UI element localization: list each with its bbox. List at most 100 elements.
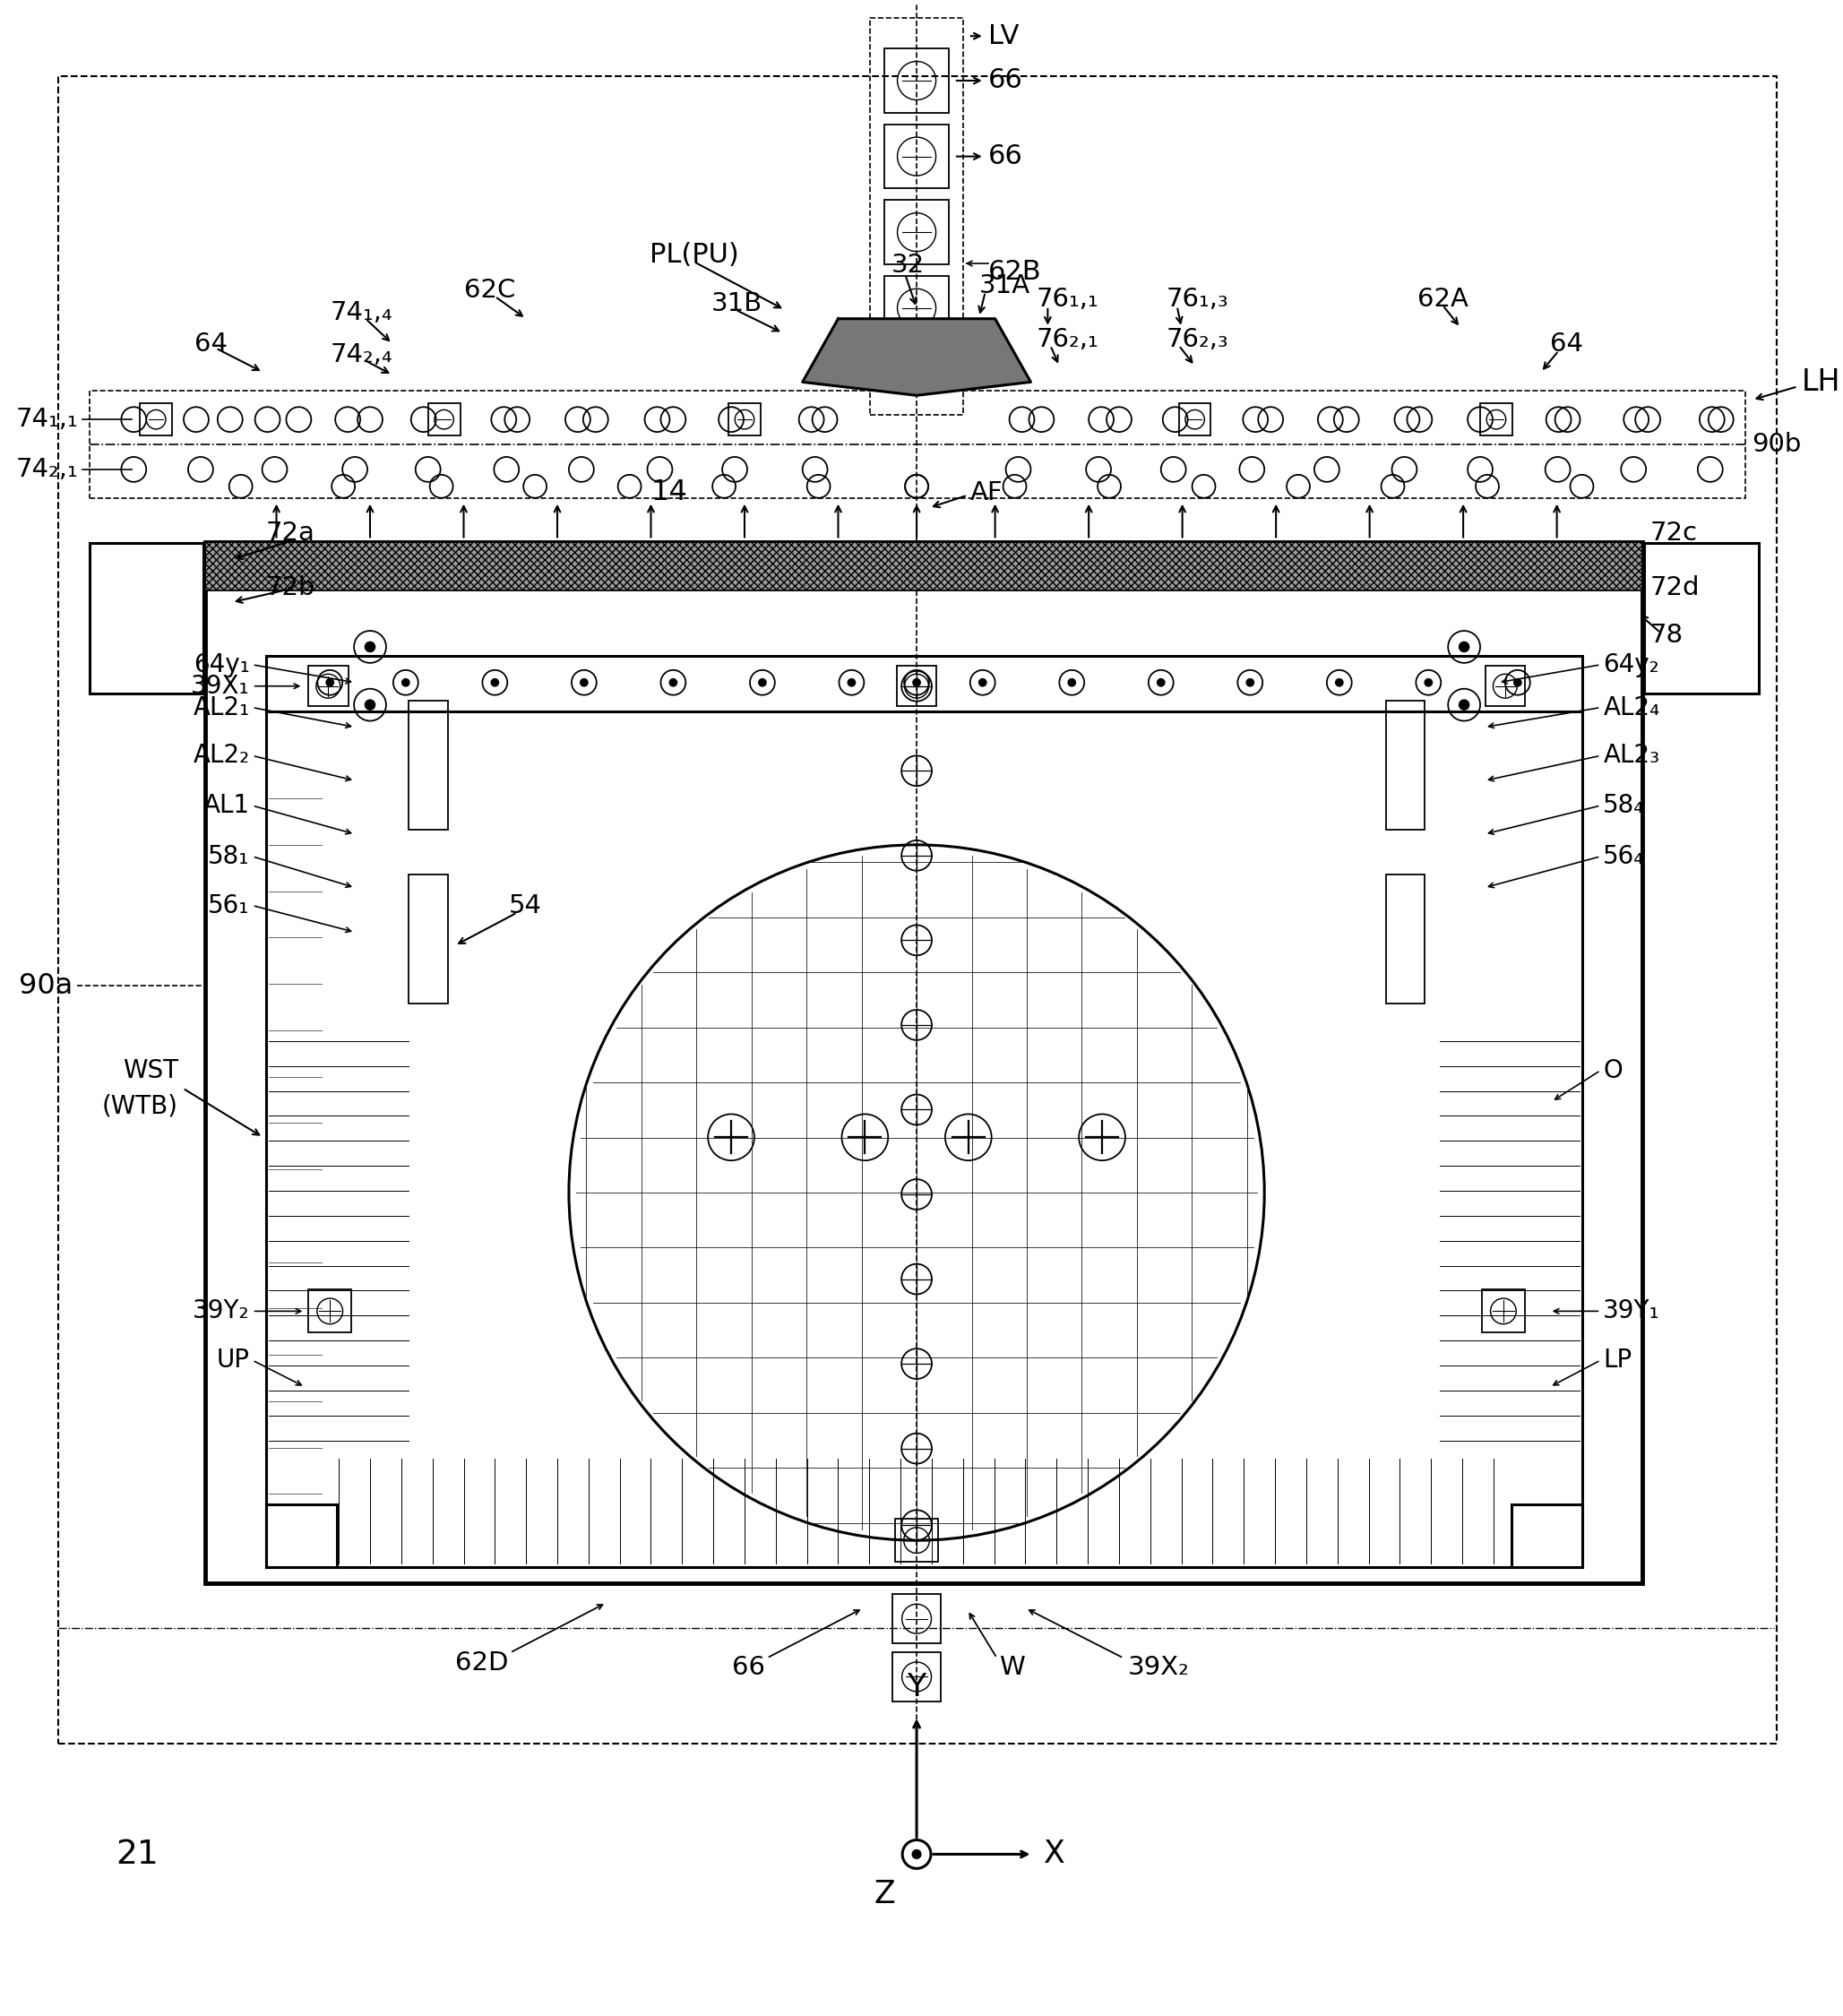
Circle shape	[669, 677, 678, 687]
Circle shape	[757, 677, 767, 687]
Text: 66: 66	[988, 143, 1023, 169]
Text: 62C: 62C	[464, 278, 514, 302]
Text: AL1: AL1	[203, 792, 249, 818]
Bar	[265, 1504, 337, 1566]
Text: X: X	[1045, 1839, 1065, 1869]
Text: LV: LV	[988, 22, 1019, 48]
Text: 58₄: 58₄	[1603, 792, 1646, 818]
Text: AF: AF	[969, 480, 1003, 506]
Circle shape	[1425, 677, 1432, 687]
Text: 76₁,₁: 76₁,₁	[1036, 286, 1098, 312]
Text: AL2₃: AL2₃	[1603, 744, 1661, 768]
Text: 39X₁: 39X₁	[192, 673, 249, 700]
Text: 39X₂: 39X₂	[1128, 1655, 1191, 1681]
Text: 62A: 62A	[1417, 286, 1469, 312]
Text: 72b: 72b	[265, 575, 315, 601]
Bar	[409, 700, 448, 831]
Circle shape	[490, 677, 499, 687]
Text: 66: 66	[732, 1655, 765, 1681]
Bar	[1386, 700, 1425, 831]
Circle shape	[1067, 677, 1076, 687]
Text: 64y₁: 64y₁	[194, 651, 249, 677]
Circle shape	[1334, 677, 1344, 687]
Circle shape	[326, 677, 334, 687]
Bar	[896, 665, 936, 706]
Text: 64y₂: 64y₂	[1603, 651, 1659, 677]
Text: 31B: 31B	[711, 290, 763, 317]
Text: 76₂,₁: 76₂,₁	[1036, 327, 1098, 351]
Text: 74₁,₁: 74₁,₁	[17, 407, 79, 431]
Circle shape	[912, 677, 922, 687]
Text: 54: 54	[509, 893, 542, 917]
Text: PL(PU): PL(PU)	[649, 242, 739, 268]
Bar	[409, 875, 448, 1004]
Bar	[1180, 403, 1211, 435]
Bar	[205, 542, 1642, 591]
Text: 56₁: 56₁	[208, 893, 249, 917]
Text: Y: Y	[907, 1671, 927, 1704]
Text: LH: LH	[1801, 367, 1839, 397]
Text: 56₄: 56₄	[1603, 845, 1646, 869]
Bar	[1480, 403, 1513, 435]
Text: UP: UP	[216, 1347, 249, 1373]
Text: 76₂,₃: 76₂,₃	[1167, 327, 1229, 351]
Text: 21: 21	[116, 1839, 158, 1871]
Text: 72c: 72c	[1649, 520, 1697, 546]
Text: 64: 64	[1550, 331, 1583, 357]
Circle shape	[979, 677, 988, 687]
Text: 90a: 90a	[18, 972, 74, 1000]
Bar	[896, 1518, 938, 1562]
Circle shape	[848, 677, 855, 687]
Text: 14: 14	[651, 478, 687, 506]
Bar	[885, 200, 949, 264]
Polygon shape	[802, 319, 1030, 395]
Bar	[885, 276, 949, 341]
Circle shape	[1458, 700, 1469, 710]
Text: 72a: 72a	[265, 520, 315, 546]
Bar	[1644, 544, 1758, 694]
Text: LP: LP	[1603, 1347, 1633, 1373]
Text: 31A: 31A	[979, 274, 1030, 298]
Bar	[308, 1290, 352, 1333]
Text: 74₂,₁: 74₂,₁	[17, 458, 79, 482]
Circle shape	[402, 677, 411, 687]
Text: 39Y₂: 39Y₂	[194, 1298, 249, 1325]
Bar	[892, 1653, 942, 1702]
Text: O: O	[1603, 1058, 1622, 1083]
Bar	[1511, 1504, 1583, 1566]
Text: 74₁,₄: 74₁,₄	[330, 300, 393, 325]
Text: 66: 66	[988, 69, 1023, 93]
Text: W: W	[999, 1655, 1025, 1681]
Text: AL2₁: AL2₁	[194, 696, 249, 720]
Bar	[1482, 1290, 1524, 1333]
Bar	[1485, 665, 1526, 706]
Circle shape	[912, 1849, 922, 1859]
Text: 76₁,₃: 76₁,₃	[1167, 286, 1229, 312]
Circle shape	[581, 677, 588, 687]
Bar	[892, 1595, 942, 1643]
Text: AL2₄: AL2₄	[1603, 696, 1661, 720]
Text: 78: 78	[1649, 623, 1683, 647]
Circle shape	[1157, 677, 1165, 687]
Bar	[885, 48, 949, 113]
Text: 32: 32	[892, 252, 925, 278]
Text: 72d: 72d	[1649, 575, 1699, 601]
Text: 74₂,₄: 74₂,₄	[330, 343, 393, 367]
Text: WST: WST	[123, 1058, 179, 1083]
Text: 64: 64	[194, 331, 227, 357]
Circle shape	[1458, 641, 1469, 653]
Text: (WTB): (WTB)	[101, 1093, 179, 1119]
Text: Z: Z	[874, 1879, 896, 1909]
Circle shape	[365, 700, 376, 710]
Text: 90b: 90b	[1753, 431, 1802, 458]
Bar	[1386, 875, 1425, 1004]
Text: 39Y₁: 39Y₁	[1603, 1298, 1661, 1325]
Bar	[308, 665, 348, 706]
Bar	[428, 403, 461, 435]
Text: 62B: 62B	[988, 260, 1041, 286]
Text: AL2₂: AL2₂	[194, 744, 249, 768]
Circle shape	[365, 641, 376, 653]
Bar	[140, 403, 171, 435]
Text: 58₁: 58₁	[208, 845, 249, 869]
Bar	[265, 655, 1583, 1566]
